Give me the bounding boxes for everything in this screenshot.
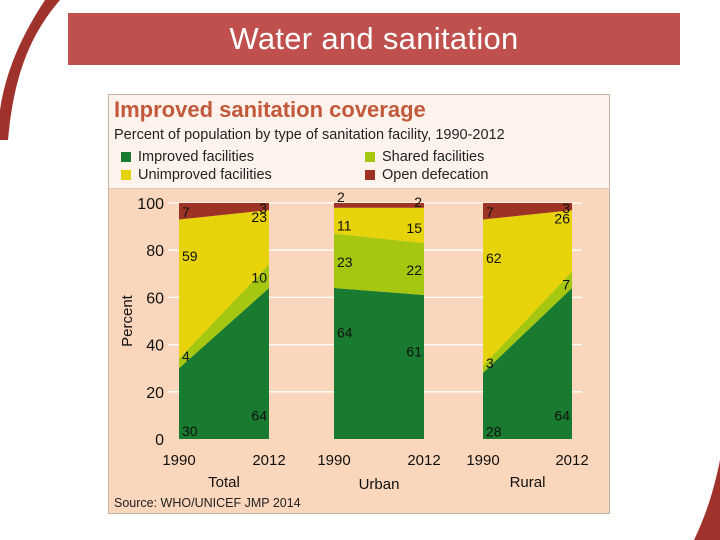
chart-subtitle: Percent of population by type of sanitat… (114, 127, 505, 143)
area-urban-open-defecation (334, 203, 424, 208)
x-tick-label-total-2012: 2012 (252, 452, 285, 469)
data-label-total-unimproved-2012: 23 (251, 209, 267, 225)
data-label-total-improved-1990: 30 (182, 423, 198, 439)
data-label-total-shared-1990: 4 (182, 348, 190, 364)
data-label-urban-unimproved-1990: 11 (337, 218, 352, 234)
legend-label-unimproved: Unimproved facilities (138, 167, 272, 183)
legend-swatch-improved (121, 152, 131, 162)
data-label-total-open-defecation-1990: 7 (182, 204, 190, 220)
area-total-unimproved (179, 210, 269, 359)
legend-swatch-open-defecation (365, 170, 375, 180)
data-label-total-shared-2012: 10 (251, 269, 267, 285)
area-rural-open-defecation (483, 203, 572, 220)
legend-item-improved: Improved facilities (121, 149, 254, 165)
data-label-rural-open-defecation-2012: 3 (562, 200, 570, 216)
area-total-shared (179, 264, 269, 369)
data-label-rural-open-defecation-1990: 7 (486, 204, 494, 220)
data-label-urban-unimproved-2012: 15 (406, 220, 422, 236)
data-label-rural-unimproved-2012: 26 (554, 210, 570, 226)
chart-header: Improved sanitation coverage Percent of … (109, 95, 609, 189)
chart-title: Improved sanitation coverage (114, 97, 426, 122)
area-urban-shared (334, 233, 424, 296)
data-label-total-unimproved-1990: 59 (182, 248, 198, 264)
legend-item-shared: Shared facilities (365, 149, 484, 165)
decorative-arc-left (0, 0, 60, 140)
x-tick-label-urban-1990: 1990 (317, 452, 350, 469)
decorative-arc-right (694, 460, 720, 540)
y-tick-label: 60 (146, 290, 164, 307)
x-tick-label-rural-2012: 2012 (555, 452, 588, 469)
y-axis-label: Percent (119, 294, 136, 347)
area-urban-improved (334, 287, 424, 439)
slide-title-banner: Water and sanitation (68, 13, 680, 65)
legend-item-open-defecation: Open defecation (365, 167, 488, 183)
data-label-rural-shared-1990: 3 (486, 355, 494, 371)
area-rural-improved (483, 287, 572, 439)
chart-source: Source: WHO/UNICEF JMP 2014 (114, 496, 301, 510)
legend-swatch-unimproved (121, 170, 131, 180)
area-rural-shared (483, 271, 572, 373)
area-urban-unimproved (334, 207, 424, 244)
legend-label-shared: Shared facilities (382, 149, 485, 165)
y-tick-label: 0 (155, 432, 164, 449)
panel-label-total: Total (208, 474, 240, 491)
legend-swatch-shared (365, 152, 375, 162)
slide-title: Water and sanitation (229, 21, 519, 56)
data-label-urban-improved-1990: 64 (337, 324, 353, 340)
area-rural-unimproved (483, 210, 572, 366)
data-label-total-improved-2012: 64 (251, 407, 267, 423)
data-label-rural-improved-1990: 28 (486, 423, 502, 439)
data-label-total-open-defecation-2012: 3 (259, 200, 267, 216)
data-label-urban-open-defecation-1990: 2 (337, 189, 345, 205)
y-tick-label: 100 (137, 196, 164, 213)
data-label-rural-improved-2012: 64 (554, 407, 570, 423)
panel-label-rural: Rural (510, 474, 546, 491)
x-tick-label-rural-1990: 1990 (466, 452, 499, 469)
y-tick-label: 40 (146, 338, 164, 355)
data-label-urban-shared-1990: 23 (337, 254, 353, 270)
data-label-rural-shared-2012: 7 (562, 276, 570, 292)
legend-label-improved: Improved facilities (138, 149, 255, 165)
chart-legend: Improved facilities Shared facilities Un… (121, 149, 601, 185)
legend-label-open-defecation: Open defecation (382, 167, 489, 183)
y-tick-label: 20 (146, 385, 164, 402)
y-tick-label: 80 (146, 243, 164, 260)
panel-label-urban: Urban (359, 476, 400, 493)
legend-item-unimproved: Unimproved facilities (121, 167, 272, 183)
area-total-improved (179, 287, 269, 439)
x-tick-label-urban-2012: 2012 (407, 452, 440, 469)
area-total-open-defecation (179, 203, 269, 220)
data-label-urban-shared-2012: 22 (406, 262, 422, 278)
data-label-urban-improved-2012: 61 (406, 344, 422, 360)
x-tick-label-total-1990: 1990 (162, 452, 195, 469)
data-label-urban-open-defecation-2012: 2 (414, 194, 422, 210)
data-label-rural-unimproved-1990: 62 (486, 250, 502, 266)
